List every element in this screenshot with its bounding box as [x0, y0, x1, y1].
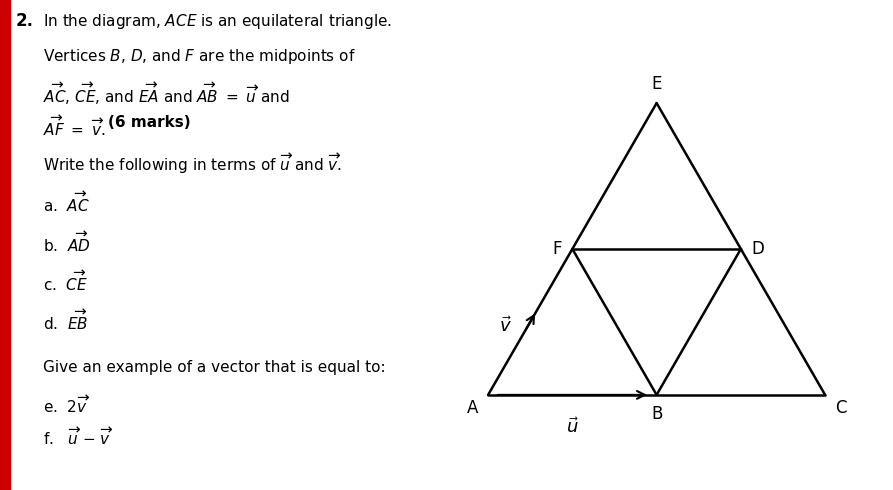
Text: D: D	[751, 240, 764, 258]
Text: $\vec{u}$: $\vec{u}$	[566, 417, 579, 438]
Text: $\vec{v}$: $\vec{v}$	[499, 316, 512, 336]
Text: a.  $\overrightarrow{AC}$: a. $\overrightarrow{AC}$	[43, 191, 90, 215]
Text: B: B	[651, 405, 663, 423]
Text: e.  $2\overrightarrow{v}$: e. $2\overrightarrow{v}$	[43, 394, 90, 416]
Text: f.   $\overrightarrow{u}$ $-$ $\overrightarrow{v}$: f. $\overrightarrow{u}$ $-$ $\overrighta…	[43, 426, 113, 447]
Text: A: A	[467, 399, 478, 417]
Bar	[0, 0, 10, 490]
Text: In the diagram, $\mathit{ACE}$ is an equilateral triangle.: In the diagram, $\mathit{ACE}$ is an equ…	[43, 12, 392, 31]
Text: b.  $\overrightarrow{AD}$: b. $\overrightarrow{AD}$	[43, 230, 90, 254]
Text: Vertices $\mathit{B}$, $\mathit{D}$, and $\mathit{F}$ are the midpoints of: Vertices $\mathit{B}$, $\mathit{D}$, and…	[43, 47, 355, 66]
Text: d.  $\overrightarrow{EB}$: d. $\overrightarrow{EB}$	[43, 309, 88, 333]
Text: F: F	[553, 240, 563, 258]
Text: Write the following in terms of $\overrightarrow{u}$ and $\overrightarrow{v}$.: Write the following in terms of $\overri…	[43, 152, 342, 176]
Text: (6 marks): (6 marks)	[108, 115, 191, 130]
Text: c.  $\overrightarrow{CE}$: c. $\overrightarrow{CE}$	[43, 270, 88, 294]
Text: $\overrightarrow{AC}$, $\overrightarrow{CE}$, and $\overrightarrow{EA}$ and $\ov: $\overrightarrow{AC}$, $\overrightarrow{…	[43, 81, 289, 107]
Text: C: C	[835, 399, 847, 417]
Text: $\overrightarrow{AF}$ $=$ $\overrightarrow{v}$.: $\overrightarrow{AF}$ $=$ $\overrightarr…	[43, 115, 107, 139]
Text: 2.: 2.	[16, 12, 34, 30]
Text: Give an example of a vector that is equal to:: Give an example of a vector that is equa…	[43, 360, 386, 375]
Text: E: E	[651, 75, 662, 93]
